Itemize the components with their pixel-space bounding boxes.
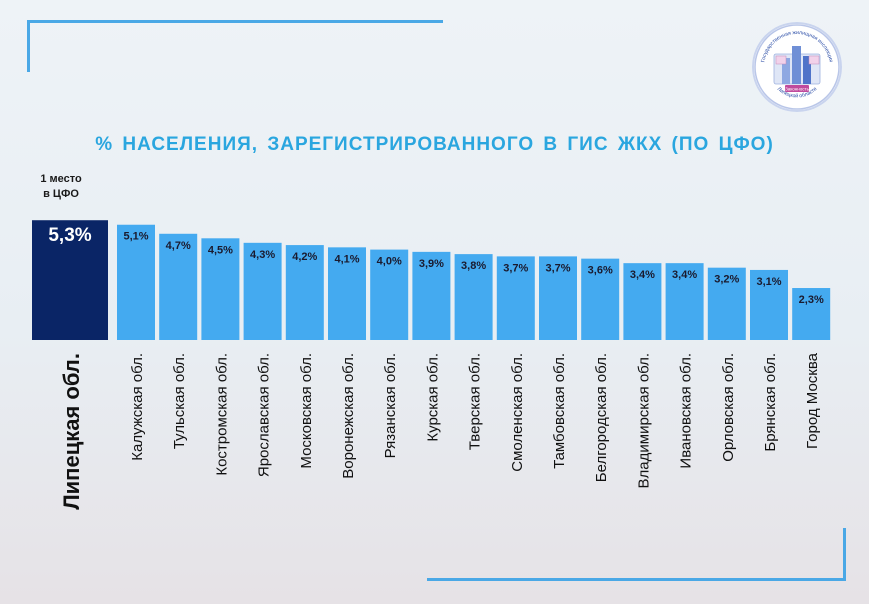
value-label-8: 4,0% bbox=[377, 256, 402, 268]
bar-9 bbox=[412, 251, 451, 340]
bar-15 bbox=[665, 263, 704, 340]
value-label-10: 3,8% bbox=[461, 260, 486, 272]
first-place-line-1: 1 место bbox=[40, 173, 82, 185]
bar-14 bbox=[623, 263, 662, 340]
category-label-1: Липецкая обл. bbox=[59, 353, 84, 510]
bar-12 bbox=[539, 256, 577, 340]
category-label-4: Костромская обл. bbox=[213, 353, 230, 476]
value-label-4: 4,5% bbox=[208, 244, 233, 256]
category-label-13: Белгородская обл. bbox=[593, 353, 610, 482]
value-label-16: 3,2% bbox=[714, 274, 739, 286]
value-label-3: 4,7% bbox=[166, 240, 191, 252]
bar-6 bbox=[285, 245, 324, 340]
value-label-1: 5,3% bbox=[48, 225, 91, 246]
frame-bottom-line bbox=[427, 578, 846, 581]
category-label-17: Брянская обл. bbox=[762, 353, 779, 452]
bar-7 bbox=[328, 247, 366, 340]
category-label-10: Тверская обл. bbox=[467, 353, 484, 450]
bar-5 bbox=[243, 242, 282, 340]
bar-18 bbox=[792, 288, 831, 340]
bar-4 bbox=[201, 238, 240, 340]
category-label-11: Смоленская обл. bbox=[509, 353, 526, 472]
category-label-12: Тамбовская обл. bbox=[551, 353, 568, 469]
bar-1 bbox=[32, 220, 108, 340]
value-label-2: 5,1% bbox=[123, 231, 148, 243]
bar-3 bbox=[159, 233, 198, 340]
category-label-9: Курская обл. bbox=[424, 353, 441, 442]
category-label-16: Орловская обл. bbox=[720, 353, 737, 462]
bar-13 bbox=[581, 258, 620, 340]
value-label-13: 3,6% bbox=[588, 265, 613, 277]
frame-top-line bbox=[27, 20, 443, 23]
value-label-9: 3,9% bbox=[419, 258, 444, 270]
value-label-12: 3,7% bbox=[545, 262, 570, 274]
bar-16 bbox=[707, 267, 746, 340]
value-label-18: 2,3% bbox=[799, 294, 824, 306]
first-place-note: 1 место в ЦФО bbox=[26, 172, 96, 202]
value-label-15: 3,4% bbox=[672, 269, 697, 281]
first-place-line-2: в ЦФО bbox=[43, 188, 79, 200]
category-label-5: Ярославская обл. bbox=[256, 353, 273, 477]
frame-left-line bbox=[27, 20, 30, 72]
bar-8 bbox=[370, 249, 409, 340]
value-label-7: 4,1% bbox=[334, 253, 359, 265]
value-label-14: 3,4% bbox=[630, 269, 655, 281]
bar-10 bbox=[454, 254, 493, 340]
value-label-6: 4,2% bbox=[292, 251, 317, 263]
category-label-8: Рязанская обл. bbox=[382, 353, 399, 458]
value-label-11: 3,7% bbox=[503, 262, 528, 274]
category-label-6: Московская обл. bbox=[298, 353, 315, 469]
category-label-7: Воронежская обл. bbox=[340, 353, 357, 479]
category-label-18: Город Москва bbox=[804, 352, 821, 449]
value-label-17: 3,1% bbox=[756, 276, 781, 288]
category-label-15: Ивановская обл. bbox=[678, 353, 695, 469]
category-label-3: Тульская обл. bbox=[171, 353, 188, 449]
value-label-5: 4,3% bbox=[250, 249, 275, 261]
bar-2 bbox=[117, 224, 155, 340]
category-label-2: Калужская обл. bbox=[129, 353, 146, 461]
chart-title: % НАСЕЛЕНИЯ, ЗАРЕГИСТРИРОВАННОГО В ГИС Ж… bbox=[95, 134, 774, 155]
housing-inspection-emblem-icon: Государственная жилищная инспекция Закон… bbox=[752, 22, 842, 112]
emblem-text-center: Законность bbox=[785, 87, 810, 92]
category-label-14: Владимирская обл. bbox=[635, 353, 652, 488]
frame-right-line bbox=[843, 528, 846, 581]
bar-17 bbox=[750, 269, 788, 340]
emblem-graphic: Государственная жилищная инспекция Закон… bbox=[754, 24, 840, 110]
bar-11 bbox=[496, 256, 535, 340]
